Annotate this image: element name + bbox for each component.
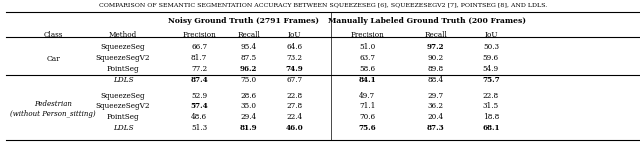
Text: LDLS: LDLS xyxy=(113,76,133,84)
Text: 52.9: 52.9 xyxy=(191,92,207,100)
Text: 90.2: 90.2 xyxy=(428,54,444,62)
Text: PointSeg: PointSeg xyxy=(107,65,140,73)
Text: LDLS: LDLS xyxy=(113,124,133,132)
Text: 81.7: 81.7 xyxy=(191,54,207,62)
Text: 29.7: 29.7 xyxy=(428,92,444,100)
Text: 22.8: 22.8 xyxy=(286,92,302,100)
Text: 66.7: 66.7 xyxy=(191,43,207,51)
Text: 48.6: 48.6 xyxy=(191,113,207,121)
Text: Car: Car xyxy=(46,55,60,63)
Text: 96.2: 96.2 xyxy=(240,65,257,73)
Text: Precision: Precision xyxy=(350,31,384,39)
Text: 89.8: 89.8 xyxy=(428,65,444,73)
Text: 75.7: 75.7 xyxy=(482,76,500,84)
Text: 70.6: 70.6 xyxy=(359,113,375,121)
Text: 22.4: 22.4 xyxy=(286,113,302,121)
Text: 57.4: 57.4 xyxy=(190,102,208,110)
Text: 95.4: 95.4 xyxy=(241,43,257,51)
Text: 73.2: 73.2 xyxy=(286,54,302,62)
Text: Recall: Recall xyxy=(424,31,447,39)
Text: Recall: Recall xyxy=(237,31,260,39)
Text: 20.4: 20.4 xyxy=(428,113,444,121)
Text: 59.6: 59.6 xyxy=(483,54,499,62)
Text: 75.6: 75.6 xyxy=(358,124,376,132)
Text: 77.2: 77.2 xyxy=(191,65,207,73)
Text: 87.5: 87.5 xyxy=(241,54,257,62)
Text: 74.9: 74.9 xyxy=(285,65,303,73)
Text: SqueezeSeg: SqueezeSeg xyxy=(100,43,145,51)
Text: Pedestrian
(without Person_sitting): Pedestrian (without Person_sitting) xyxy=(10,100,96,118)
Text: 18.8: 18.8 xyxy=(483,113,499,121)
Text: 50.3: 50.3 xyxy=(483,43,499,51)
Text: 22.8: 22.8 xyxy=(483,92,499,100)
Text: Noisy Ground Truth (2791 Frames): Noisy Ground Truth (2791 Frames) xyxy=(168,17,319,25)
Text: 51.0: 51.0 xyxy=(359,43,375,51)
Text: 87.3: 87.3 xyxy=(427,124,445,132)
Text: 84.1: 84.1 xyxy=(358,76,376,84)
Text: 27.8: 27.8 xyxy=(286,102,302,110)
Text: SqueezeSegV2: SqueezeSegV2 xyxy=(96,102,150,110)
Text: SqueezeSeg: SqueezeSeg xyxy=(100,92,145,100)
Text: 46.0: 46.0 xyxy=(285,124,303,132)
Text: 49.7: 49.7 xyxy=(359,92,375,100)
Text: 81.9: 81.9 xyxy=(240,124,257,132)
Text: 87.4: 87.4 xyxy=(190,76,208,84)
Text: 54.9: 54.9 xyxy=(483,65,499,73)
Text: 63.7: 63.7 xyxy=(359,54,375,62)
Text: 51.3: 51.3 xyxy=(191,124,207,132)
Text: Method: Method xyxy=(109,31,137,39)
Text: 36.2: 36.2 xyxy=(428,102,444,110)
Text: 75.0: 75.0 xyxy=(241,76,257,84)
Text: 88.4: 88.4 xyxy=(428,76,444,84)
Text: 71.1: 71.1 xyxy=(359,102,376,110)
Text: PointSeg: PointSeg xyxy=(107,113,140,121)
Text: IoU: IoU xyxy=(484,31,498,39)
Text: 58.6: 58.6 xyxy=(359,65,375,73)
Text: Precision: Precision xyxy=(182,31,216,39)
Text: 64.6: 64.6 xyxy=(286,43,302,51)
Text: Class: Class xyxy=(44,31,63,39)
Text: IoU: IoU xyxy=(287,31,301,39)
Text: 35.0: 35.0 xyxy=(241,102,257,110)
Text: 28.6: 28.6 xyxy=(241,92,257,100)
Text: 31.5: 31.5 xyxy=(483,102,499,110)
Text: COMPARISON OF SEMANTIC SEGMENTATION ACCURACY BETWEEN SQUEEZESEG [6], SQUEEZESEGV: COMPARISON OF SEMANTIC SEGMENTATION ACCU… xyxy=(99,3,547,8)
Text: 29.4: 29.4 xyxy=(241,113,257,121)
Text: 97.2: 97.2 xyxy=(427,43,445,51)
Text: 68.1: 68.1 xyxy=(482,124,500,132)
Text: 67.7: 67.7 xyxy=(286,76,302,84)
Text: SqueezeSegV2: SqueezeSegV2 xyxy=(96,54,150,62)
Text: Manually Labeled Ground Truth (200 Frames): Manually Labeled Ground Truth (200 Frame… xyxy=(328,17,527,25)
